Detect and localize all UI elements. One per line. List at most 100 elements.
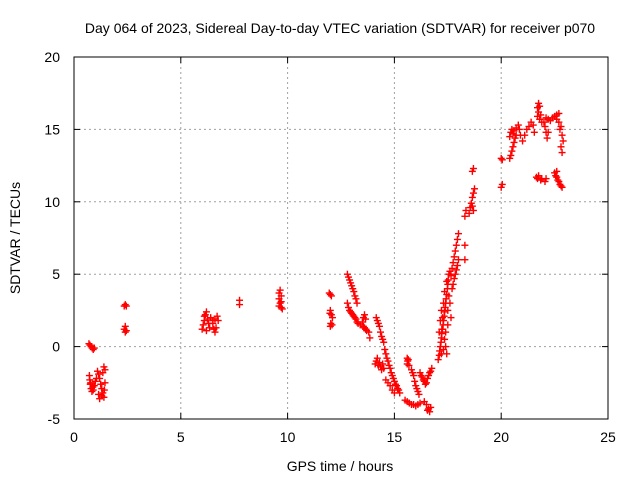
y-tick-label: 0 bbox=[52, 339, 60, 355]
data-point bbox=[384, 357, 392, 365]
data-point bbox=[377, 328, 385, 336]
data-point bbox=[554, 176, 562, 184]
data-point bbox=[461, 256, 469, 264]
data-point bbox=[350, 288, 358, 296]
data-point bbox=[382, 350, 390, 358]
data-point bbox=[202, 327, 210, 335]
data-point bbox=[277, 298, 285, 306]
data-point bbox=[557, 143, 565, 151]
data-point bbox=[373, 354, 381, 362]
x-tick-label: 25 bbox=[600, 429, 616, 445]
data-point bbox=[416, 399, 424, 407]
data-point bbox=[417, 372, 425, 380]
data-point bbox=[510, 138, 518, 146]
data-point bbox=[559, 137, 567, 145]
data-point bbox=[422, 401, 430, 409]
data-point bbox=[380, 338, 388, 346]
data-point bbox=[446, 299, 454, 307]
data-point bbox=[452, 266, 460, 274]
data-point bbox=[553, 167, 561, 175]
data-point bbox=[415, 390, 423, 398]
data-point bbox=[449, 259, 457, 267]
data-point bbox=[450, 253, 458, 261]
data-point bbox=[434, 356, 442, 364]
grid-lines bbox=[74, 57, 608, 419]
data-point bbox=[544, 128, 552, 136]
data-point bbox=[198, 325, 206, 333]
data-point bbox=[537, 111, 545, 119]
data-point bbox=[209, 317, 217, 325]
data-point bbox=[211, 328, 219, 336]
data-point bbox=[444, 306, 452, 314]
data-point bbox=[386, 364, 394, 372]
x-axis-label: GPS time / hours bbox=[287, 458, 394, 474]
data-point bbox=[468, 193, 476, 201]
data-point bbox=[515, 125, 523, 133]
data-point bbox=[213, 312, 221, 320]
data-point bbox=[391, 380, 399, 388]
data-point bbox=[440, 345, 448, 353]
data-point bbox=[199, 321, 207, 329]
data-point bbox=[328, 314, 336, 322]
data-point bbox=[437, 350, 445, 358]
data-point bbox=[437, 306, 445, 314]
data-point bbox=[448, 285, 456, 293]
data-point bbox=[101, 379, 109, 387]
data-point bbox=[365, 328, 373, 336]
data-point bbox=[447, 314, 455, 322]
data-point bbox=[558, 131, 566, 139]
x-tick-label: 15 bbox=[387, 429, 403, 445]
data-point bbox=[204, 315, 211, 323]
y-tick-label: 20 bbox=[44, 49, 60, 65]
data-point bbox=[507, 151, 515, 159]
data-point bbox=[534, 112, 542, 120]
data-point bbox=[543, 134, 551, 142]
data-point bbox=[394, 385, 402, 393]
data-point bbox=[380, 364, 388, 372]
data-point bbox=[451, 247, 459, 255]
data-point bbox=[99, 369, 107, 377]
data-point bbox=[121, 328, 129, 336]
data-point bbox=[519, 137, 527, 145]
data-point bbox=[451, 270, 459, 278]
data-point bbox=[202, 308, 210, 316]
data-point bbox=[540, 118, 548, 126]
data-point bbox=[552, 172, 560, 180]
data-point bbox=[556, 125, 564, 133]
data-point bbox=[465, 209, 473, 217]
data-point bbox=[438, 325, 446, 333]
data-point bbox=[360, 311, 368, 319]
data-point bbox=[555, 118, 563, 126]
data-point bbox=[450, 275, 458, 283]
data-point bbox=[95, 390, 103, 398]
data-point bbox=[375, 359, 383, 367]
data-point bbox=[275, 302, 283, 310]
data-point bbox=[97, 380, 105, 388]
y-axis-label: SDTVAR / TECUs bbox=[7, 182, 23, 294]
y-tick-label: 15 bbox=[44, 121, 60, 137]
data-point bbox=[530, 128, 538, 136]
data-point bbox=[448, 264, 456, 272]
data-point bbox=[89, 345, 97, 353]
data-point bbox=[98, 392, 106, 400]
data-point bbox=[454, 230, 462, 238]
data-point bbox=[453, 235, 461, 243]
data-point bbox=[441, 288, 449, 296]
data-point bbox=[89, 383, 97, 391]
data-point bbox=[87, 379, 95, 387]
data-point bbox=[328, 321, 336, 329]
data-point bbox=[529, 121, 537, 129]
data-point bbox=[453, 262, 461, 270]
y-tick-label: 10 bbox=[44, 194, 60, 210]
data-point bbox=[452, 241, 460, 249]
data-point bbox=[449, 280, 457, 288]
data-point bbox=[438, 314, 446, 322]
data-point bbox=[90, 382, 98, 390]
y-tick-label: -5 bbox=[48, 411, 61, 427]
data-point bbox=[525, 123, 533, 131]
data-point bbox=[405, 361, 413, 369]
data-point bbox=[469, 164, 477, 172]
data-point bbox=[440, 299, 448, 307]
data-point bbox=[410, 372, 418, 380]
